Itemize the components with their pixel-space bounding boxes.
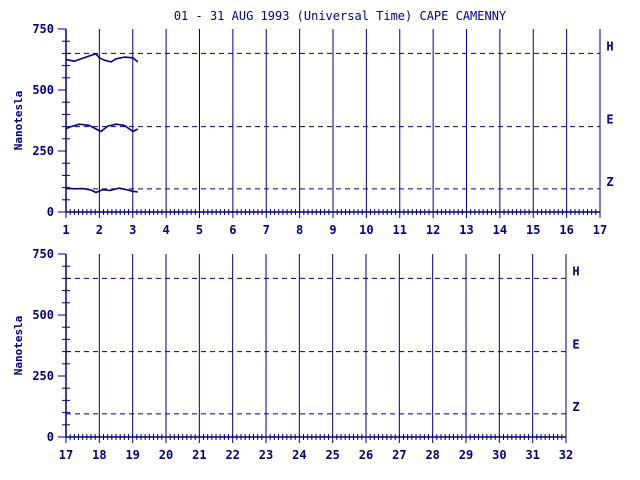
component-label-z: Z [606,175,613,189]
x-tick-label: 2 [96,223,103,237]
x-tick-label: 5 [196,223,203,237]
y-axis-label: Nanotesla [12,91,25,151]
x-tick-label: 3 [129,223,136,237]
y-tick-label: 0 [47,430,54,444]
y-tick-label: 750 [32,247,54,261]
x-tick-label: 24 [292,448,306,462]
y-tick-label: 0 [47,205,54,219]
x-tick-label: 7 [263,223,270,237]
y-axis-label: Nanotesla [12,316,25,376]
x-tick-label: 9 [329,223,336,237]
x-tick-label: 29 [459,448,473,462]
bottom-panel: 0 250 500 750 17 18 19 20 21 22 23 24 25 26 27 28 29 30 31… [12,247,580,462]
x-tick-label: 30 [492,448,506,462]
x-tick-label: 19 [125,448,139,462]
x-tick-label: 11 [393,223,407,237]
x-tick-label: 21 [192,448,206,462]
x-tick-label: 31 [525,448,539,462]
trace-h [65,53,139,63]
x-tick-label: 28 [425,448,439,462]
x-tick-label: 13 [459,223,473,237]
x-tick-label: 1 [62,223,69,237]
y-tick-label: 250 [32,369,54,383]
y-tick-label: 250 [32,144,54,158]
x-tick-label: 17 [59,448,73,462]
x-tick-label: 18 [92,448,106,462]
component-label-e: E [572,338,579,352]
component-label-h: H [572,264,579,278]
component-label-h: H [606,39,613,53]
component-label-e: E [606,113,613,127]
x-tick-label: 17 [593,223,607,237]
x-tick-label: 23 [259,448,273,462]
chart-title: 01 - 31 AUG 1993 (Universal Time) CAPE C… [174,9,507,23]
x-tick-label: 4 [163,223,170,237]
x-tick-label: 6 [229,223,236,237]
x-tick-label: 16 [559,223,573,237]
x-tick-label: 12 [426,223,440,237]
x-tick-label: 25 [325,448,339,462]
x-tick-label: 32 [559,448,573,462]
y-tick-label: 750 [32,22,54,36]
x-tick-label: 27 [392,448,406,462]
x-tick-label: 8 [296,223,303,237]
x-tick-label: 22 [225,448,239,462]
x-tick-label: 15 [526,223,540,237]
x-tick-label: 14 [493,223,507,237]
trace-z [65,187,138,194]
trace-e [65,123,139,133]
y-tick-label: 500 [32,308,54,322]
x-tick-label: 20 [159,448,173,462]
x-tick-label: 26 [359,448,373,462]
component-label-z: Z [572,400,579,414]
y-tick-label: 500 [32,83,54,97]
x-tick-label: 10 [359,223,373,237]
